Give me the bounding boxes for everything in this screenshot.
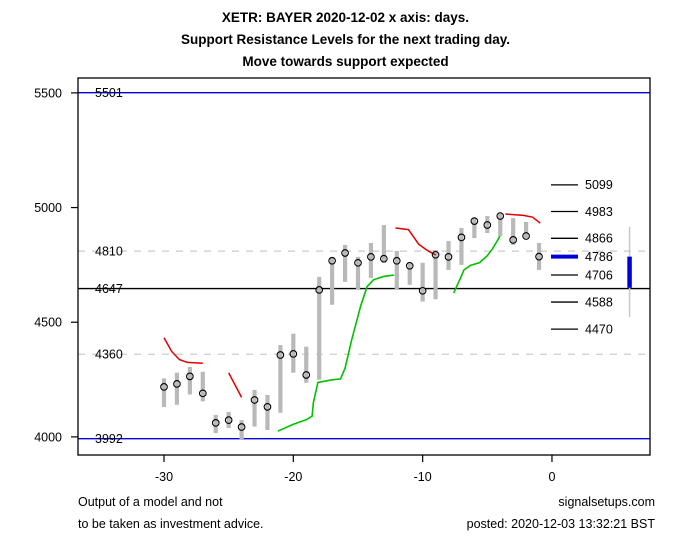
disclaimer-line-1: Output of a model and not [78, 495, 223, 509]
close-marker [198, 389, 207, 398]
resistance-trend-line [505, 213, 541, 224]
y-tick-label: 4000 [34, 430, 62, 444]
right-level-label: 4983 [585, 205, 613, 219]
close-marker [250, 396, 259, 404]
close-marker [496, 212, 505, 220]
close-marker [405, 261, 414, 270]
close-marker [367, 253, 375, 261]
close-marker [276, 351, 285, 359]
close-marker [224, 416, 233, 424]
x-tick-label: -30 [155, 470, 173, 484]
right-level-label: 4866 [585, 232, 613, 246]
y-tick-label: 5000 [34, 201, 62, 215]
level-label: 5501 [95, 86, 123, 100]
close-marker [392, 256, 401, 265]
right-level-label: 4706 [585, 268, 613, 282]
y-tick-label: 5500 [34, 86, 62, 100]
close-marker [535, 252, 543, 261]
level-label: 3992 [95, 432, 123, 446]
resistance-trend-line [395, 227, 436, 256]
plot-border [77, 77, 651, 456]
close-marker [380, 254, 388, 263]
title-line-2: Support Resistance Levels for the next t… [180, 32, 511, 47]
x-tick-label: 0 [548, 470, 555, 484]
disclaimer-line-2: to be taken as investment advice. [78, 517, 264, 531]
disclaimer-text: Output of a model and not to be taken as… [78, 491, 264, 535]
close-marker [483, 221, 492, 229]
close-marker [354, 258, 362, 267]
title-line-1: XETR: BAYER 2020-12-02 x axis: days. [221, 10, 470, 25]
close-marker [263, 402, 272, 411]
right-level-label: 4470 [585, 322, 613, 336]
level-label: 4647 [95, 282, 123, 296]
close-marker [186, 372, 194, 381]
resistance-trend-line [228, 372, 243, 398]
close-marker [302, 371, 311, 379]
close-marker [289, 350, 298, 358]
close-marker [457, 233, 466, 242]
title-line-3: Move towards support expected [242, 54, 449, 69]
close-marker [211, 419, 220, 427]
support-trend-line [277, 274, 395, 432]
close-marker [444, 253, 453, 261]
posted-timestamp: posted: 2020-12-03 13:32:21 BST [466, 517, 655, 531]
x-tick-label: -10 [414, 470, 432, 484]
close-marker [522, 232, 530, 240]
right-level-label: 4786 [585, 250, 613, 264]
x-tick-label: -20 [284, 470, 302, 484]
right-level-label: 5099 [585, 178, 613, 192]
close-marker [315, 286, 324, 294]
level-label: 4810 [95, 245, 123, 259]
chart-title: XETR: BAYER 2020-12-02 x axis: days. Sup… [0, 7, 691, 73]
close-marker [328, 256, 336, 265]
close-marker [173, 380, 181, 388]
close-marker [237, 423, 246, 431]
source-text: signalsetups.com posted: 2020-12-03 13:3… [467, 491, 655, 535]
site-name: signalsetups.com [558, 495, 655, 509]
close-marker [431, 250, 440, 259]
close-marker [418, 286, 427, 295]
close-marker [341, 249, 349, 257]
close-marker [470, 217, 479, 225]
close-marker [160, 383, 168, 391]
resistance-trend-line [163, 337, 203, 365]
support-trend-line [452, 234, 501, 294]
close-marker [509, 236, 518, 244]
y-tick-label: 4500 [34, 316, 62, 330]
right-level-label: 4588 [585, 295, 613, 309]
level-label: 4360 [95, 348, 123, 362]
